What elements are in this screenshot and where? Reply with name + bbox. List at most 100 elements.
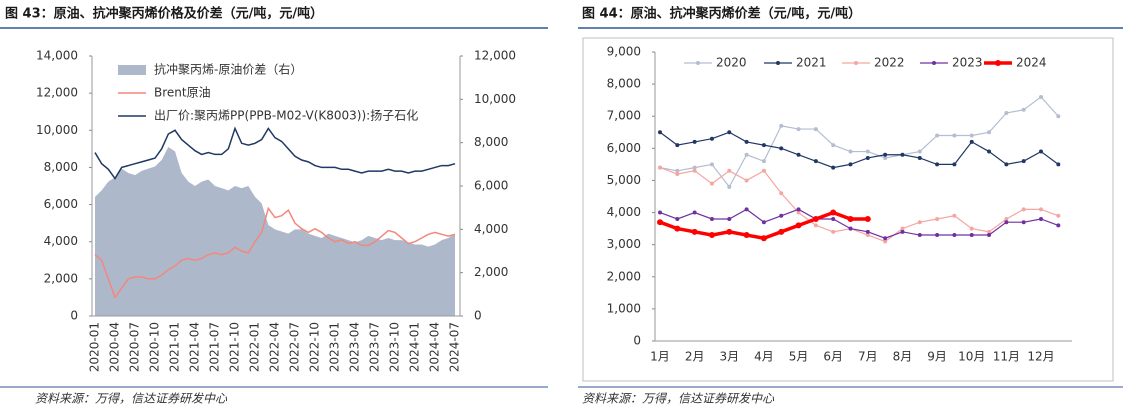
x-tick-label: 2021-07 <box>208 322 222 372</box>
marker <box>813 223 818 228</box>
x-tick-label: 2024-04 <box>428 322 442 372</box>
marker <box>675 143 680 148</box>
y2-tick-label: 4,000 <box>474 222 508 236</box>
x-tick-label: 2023-07 <box>368 322 382 372</box>
line <box>659 131 1059 169</box>
marker <box>692 168 697 173</box>
marker <box>760 235 767 242</box>
marker <box>831 216 836 221</box>
marker <box>987 229 992 234</box>
line <box>659 167 1059 243</box>
legend-marker <box>854 61 858 65</box>
x-tick-label: 2021-01 <box>168 322 182 372</box>
marker <box>969 226 974 231</box>
marker <box>796 127 801 132</box>
legend-label: 2021 <box>796 56 827 70</box>
marker <box>813 159 818 164</box>
x-tick-label: 2023-04 <box>348 322 362 372</box>
y-tick-label: 8,000 <box>607 77 641 91</box>
marker <box>1021 220 1026 225</box>
x-tick-label: 2020-04 <box>108 322 122 372</box>
marker <box>935 133 940 138</box>
y-tick-label: 12,000 <box>36 86 78 100</box>
marker <box>917 155 922 160</box>
legend-label: 抗冲聚丙烯-原油价差（右） <box>154 62 302 77</box>
marker <box>969 133 974 138</box>
marker <box>865 149 870 154</box>
marker <box>657 219 663 226</box>
marker <box>812 215 819 222</box>
marker <box>847 215 854 222</box>
marker <box>917 233 922 238</box>
area <box>95 147 455 316</box>
x-tick-label: 2021-04 <box>188 322 202 372</box>
marker <box>744 152 749 157</box>
x-tick-label: 2024-07 <box>448 322 462 372</box>
marker <box>935 216 940 221</box>
marker <box>900 226 905 231</box>
marker <box>831 143 836 148</box>
x-tick-label: 2022-07 <box>288 322 302 372</box>
x-tick-label: 8月 <box>893 350 913 364</box>
marker <box>969 233 974 238</box>
marker <box>658 210 662 215</box>
marker <box>743 232 750 239</box>
y-tick-label: 6,000 <box>607 141 641 155</box>
marker <box>761 143 766 148</box>
marker <box>727 216 732 221</box>
marker <box>935 233 940 238</box>
marker <box>1039 94 1043 99</box>
marker <box>883 236 888 241</box>
marker <box>674 225 681 232</box>
chart-title: 图 43：原油、抗冲聚丙烯价格及价差（元/吨，元/吨） <box>5 6 323 22</box>
marker <box>658 165 662 170</box>
source: 资料来源：万得，信达证券研发中心 <box>35 392 228 406</box>
y-tick-label: 5,000 <box>607 173 641 187</box>
y-tick-label: 7,000 <box>607 109 641 123</box>
y-tick-label: 10,000 <box>36 123 78 137</box>
y2-tick-label: 12,000 <box>474 49 516 63</box>
y2-tick-label: 10,000 <box>474 92 516 106</box>
marker <box>1021 207 1026 212</box>
legend-label: 2023 <box>952 56 983 70</box>
marker <box>865 229 870 234</box>
marker <box>831 165 836 170</box>
marker <box>848 149 853 154</box>
marker <box>1056 213 1061 218</box>
y2-tick-label: 0 <box>474 309 482 323</box>
y-tick-label: 2,000 <box>44 271 78 285</box>
marker <box>1039 216 1043 221</box>
marker <box>831 229 836 234</box>
marker <box>778 228 785 235</box>
x-tick-label: 5月 <box>789 350 809 364</box>
marker <box>969 139 974 144</box>
marker <box>848 226 853 231</box>
y2-tick-label: 8,000 <box>474 135 508 149</box>
marker <box>883 152 888 157</box>
y-tick-label: 9,000 <box>607 45 641 59</box>
marker <box>744 207 749 212</box>
marker <box>658 130 662 135</box>
line <box>94 126 456 180</box>
x-tick-label: 2023-10 <box>388 322 402 372</box>
marker <box>726 228 733 235</box>
marker <box>987 149 992 154</box>
marker <box>761 159 766 164</box>
legend-label: 2024 <box>1016 56 1047 70</box>
y-tick-label: 6,000 <box>44 197 78 211</box>
marker <box>1039 149 1043 154</box>
source: 资料来源：万得，信达证券研发中心 <box>582 392 775 406</box>
marker <box>692 210 697 215</box>
marker <box>692 139 697 144</box>
marker <box>675 216 680 221</box>
marker <box>727 184 732 189</box>
marker <box>692 165 697 170</box>
x-tick-label: 1月 <box>650 350 670 364</box>
marker <box>952 162 957 167</box>
marker <box>761 220 766 225</box>
legend-marker <box>776 61 780 65</box>
marker <box>848 162 853 167</box>
marker <box>883 239 888 244</box>
marker <box>796 152 801 157</box>
